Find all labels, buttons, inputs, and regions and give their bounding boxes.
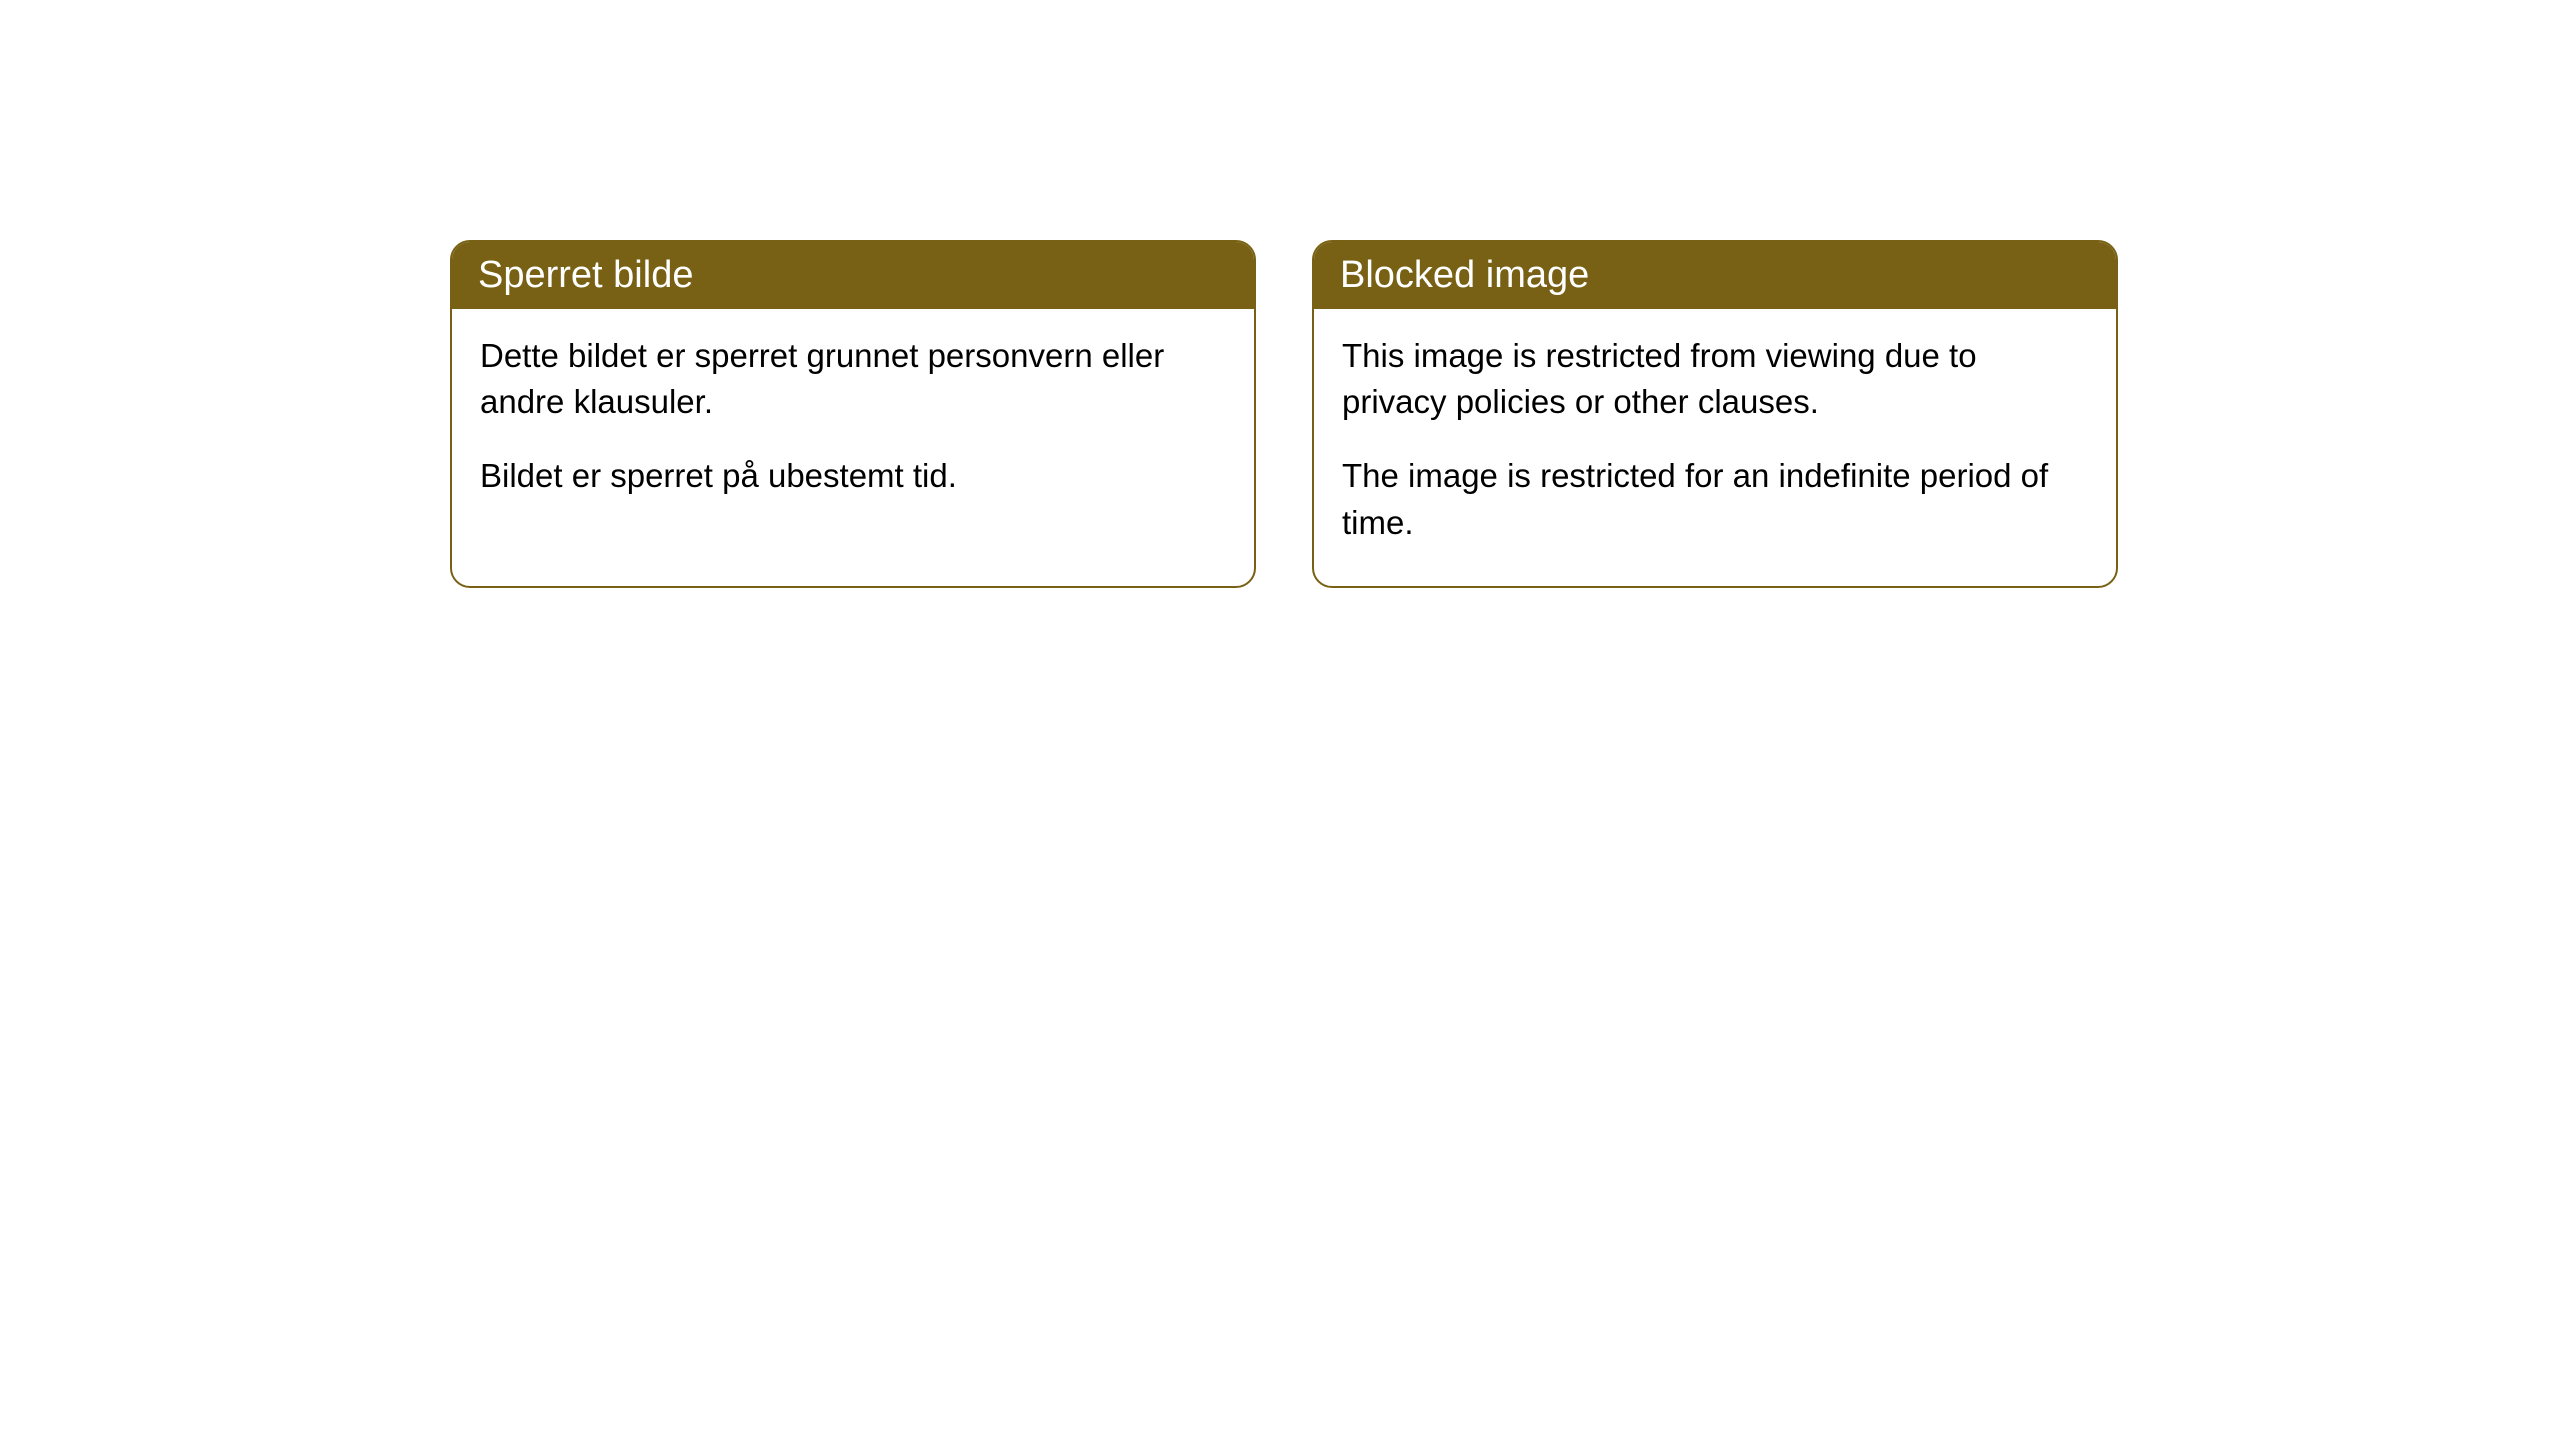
card-body: This image is restricted from viewing du… [1314, 309, 2116, 586]
card-paragraph: Dette bildet er sperret grunnet personve… [480, 333, 1226, 425]
card-header: Blocked image [1314, 242, 2116, 309]
blocked-image-card-english: Blocked image This image is restricted f… [1312, 240, 2118, 588]
card-header: Sperret bilde [452, 242, 1254, 309]
card-title: Sperret bilde [478, 254, 693, 296]
cards-container: Sperret bilde Dette bildet er sperret gr… [0, 0, 2560, 588]
blocked-image-card-norwegian: Sperret bilde Dette bildet er sperret gr… [450, 240, 1256, 588]
card-paragraph: The image is restricted for an indefinit… [1342, 453, 2088, 545]
card-title: Blocked image [1340, 254, 1589, 296]
card-paragraph: Bildet er sperret på ubestemt tid. [480, 453, 1226, 499]
card-body: Dette bildet er sperret grunnet personve… [452, 309, 1254, 540]
card-paragraph: This image is restricted from viewing du… [1342, 333, 2088, 425]
